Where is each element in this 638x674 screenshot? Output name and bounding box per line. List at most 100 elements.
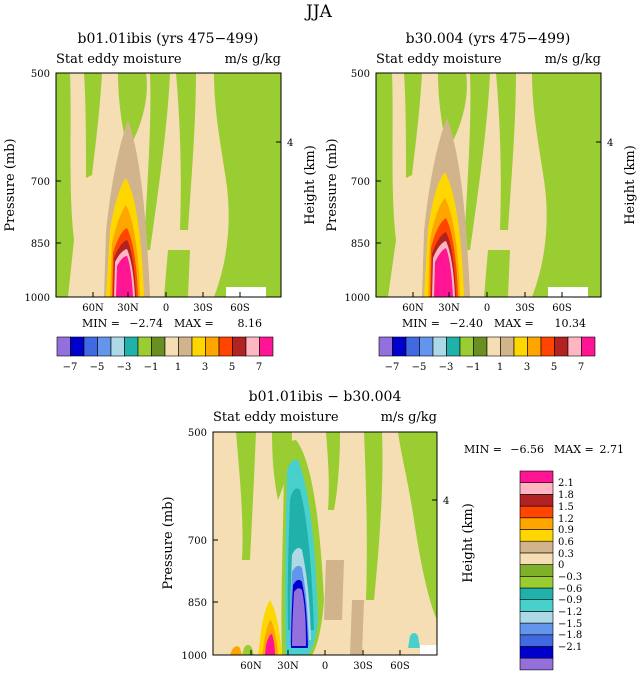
panel-c-ytick-1000: 1000 [182,651,207,662]
colorbar-swatch [191,336,206,357]
panel-a-cbar-label: −7 [63,362,78,373]
colorbar-swatch [259,336,274,357]
panel-a-cbar-label: −5 [90,362,105,373]
panel-b-xtick-30s: 30S [515,303,535,314]
panel-c-right-subtitle: m/s g/kg [381,410,437,425]
page-title: JJA [304,2,333,22]
colorbar-swatch [519,564,554,577]
panel-c-cbar-label: −1.2 [558,607,582,618]
panel-a-ytick-1000: 1000 [25,293,50,304]
panel-b-cbar-label: −3 [439,362,454,373]
colorbar-swatch [486,336,501,357]
panel-a-left-subtitle: Stat eddy moisture [56,52,182,67]
colorbar-swatch [519,634,554,647]
colorbar-swatch [540,336,555,357]
panel-a-max-label: MAX = [174,317,214,330]
panel-b-cbar-label: −5 [412,362,427,373]
panel-c-minmax: MIN = −6.56 MAX = 2.71 [464,443,624,456]
panel-c-y-ticks: 500 700 850 1000 4 [182,428,450,662]
panel-a-ylabel: Pressure (mb) [3,138,18,231]
panel-c-cbar-label: −1.8 [558,630,582,641]
colorbar-swatch [519,540,554,554]
colorbar-swatch [378,336,393,357]
panel-b-ytick-500: 500 [351,69,370,80]
colorbar-swatch [83,336,98,357]
panel-a-min-label: MIN = [82,317,120,330]
panel-c-cbar-label: 2.1 [558,478,574,489]
panel-b-ytick-right-4: 4 [607,138,613,149]
panel-b-cbar-label: 5 [551,362,557,373]
colorbar-swatch [110,336,125,357]
panel-b-minmax: MIN = −2.40 MAX = 10.34 [402,317,586,330]
panel-b-cbar-label: 1 [497,362,503,373]
panel-a-ytick-700: 700 [31,177,50,188]
panel-c-cbar-label: 1.8 [558,490,574,501]
panel-b: b30.004 (yrs 475−499) Stat eddy moisture… [325,31,638,373]
panel-c-cbar-label: 1.5 [558,502,574,513]
colorbar-swatch [405,336,420,357]
panel-b-cbar-label: −7 [385,362,400,373]
panel-c-max-label: MAX = [554,443,594,456]
colorbar-swatch [567,336,582,357]
colorbar-swatch [218,336,233,357]
colorbar-swatch [519,657,554,671]
panel-b-min-value: −2.40 [449,317,483,330]
colorbar-swatch [519,494,554,507]
colorbar-swatch [519,517,554,530]
panel-c-cbar-label: −2.1 [558,642,582,653]
colorbar-swatch [459,336,474,357]
panel-a-frame [55,72,282,298]
panel-c-cbar-label: −0.6 [558,584,582,595]
panel-c-cbar-label: 1.2 [558,514,574,525]
colorbar-swatch [519,482,554,495]
panel-c-field [213,432,437,655]
panel-a-cbar-label: 1 [175,362,181,373]
panel-a-xtick-30s: 30S [193,303,213,314]
colorbar-swatch [527,336,542,357]
panel-c-colorbar [519,470,554,671]
panel-a-right-subtitle: m/s g/kg [225,52,281,67]
panel-c-cbar-label: −1.5 [558,619,582,630]
panel-a-minmax: MIN = −2.74 MAX = 8.16 [82,317,262,330]
panel-a: b01.01ibis (yrs 475−499) Stat eddy moist… [3,31,318,373]
colorbar-swatch [519,552,554,565]
colorbar-swatch [151,336,166,357]
colorbar-swatch [519,470,554,483]
panel-b-xtick-30n: 30N [438,303,460,314]
panel-a-cbar-label: 3 [202,362,208,373]
panel-a-y-ticks: 500 700 850 1000 4 [25,69,294,304]
colorbar-swatch [419,336,434,357]
panel-c-colorbar-labels: 2.1 1.8 1.5 1.2 0.9 0.6 0.3 0 −0.3 −0.6 … [558,478,582,653]
panel-b-x-ticks: 60N 30N 0 30S 60S [402,292,572,314]
panel-b-colorbar-labels: −7 −5 −3 −1 1 3 5 7 [385,362,585,373]
panel-c-left-subtitle: Stat eddy moisture [213,410,339,425]
panel-b-left-subtitle: Stat eddy moisture [376,52,502,67]
panel-a-xtick-60s: 60S [230,303,250,314]
panel-c-xtick-30s: 30S [353,661,373,672]
panel-c-min-label: MIN = [464,443,502,456]
panel-c-xtick-60n: 60N [240,661,262,672]
colorbar-swatch [70,336,85,357]
panel-c-min-value: −6.56 [510,443,544,456]
colorbar-swatch [519,622,554,636]
colorbar-swatch [392,336,407,357]
panel-b-ytick-850: 850 [351,239,370,250]
colorbar-swatch [519,599,554,612]
panel-a-ytick-850: 850 [31,239,50,250]
colorbar-swatch [164,336,179,357]
colorbar-swatch [519,611,554,624]
panel-c-ytick-500: 500 [188,428,207,439]
panel-b-max-value: 10.34 [555,317,587,330]
colorbar-swatch [519,646,554,659]
panel-a-cbar-label: 5 [229,362,235,373]
panel-b-xtick-60s: 60S [552,303,572,314]
panel-a-x-ticks: 60N 30N 0 30S 60S [82,292,250,314]
panel-c-ytick-700: 700 [188,536,207,547]
panel-b-title: b30.004 (yrs 475−499) [406,31,571,47]
panel-c-cbar-label: 0.9 [558,525,574,536]
colorbar-swatch [446,336,461,357]
colorbar-swatch [519,575,554,589]
panel-c-max-value: 2.71 [600,443,625,456]
panel-b-ylabel-right: Height (km) [623,145,638,225]
